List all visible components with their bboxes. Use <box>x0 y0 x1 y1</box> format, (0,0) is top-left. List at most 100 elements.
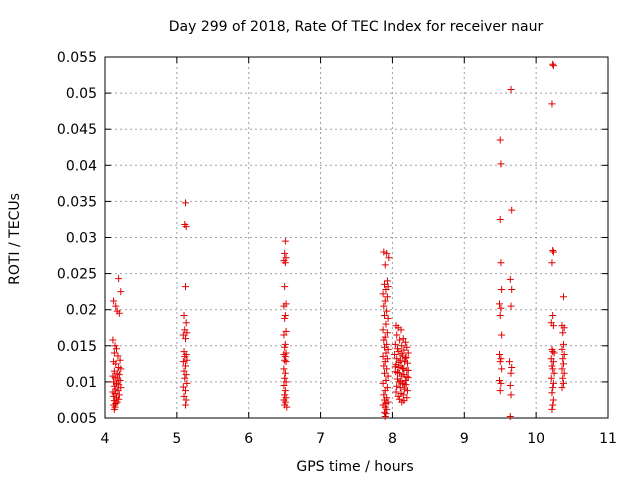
y-tick-label: 0.025 <box>57 267 97 283</box>
data-point <box>497 304 505 312</box>
data-point <box>398 398 406 406</box>
data-point <box>496 215 504 223</box>
data-point <box>110 378 118 386</box>
data-point <box>114 387 122 395</box>
data-point <box>181 362 189 370</box>
data-point <box>381 408 389 416</box>
data-point <box>506 413 514 421</box>
data-point <box>401 385 409 393</box>
data-point <box>380 391 388 399</box>
data-point <box>281 398 289 406</box>
data-point <box>112 360 120 368</box>
data-point <box>110 297 118 305</box>
data-point <box>393 355 401 363</box>
data-point <box>182 223 190 231</box>
y-axis-label: ROTI / TECUs <box>7 193 23 285</box>
data-point <box>110 382 118 390</box>
data-point <box>395 378 403 386</box>
data-point <box>548 389 556 397</box>
data-point <box>404 359 412 367</box>
data-point <box>404 366 412 374</box>
data-point <box>280 365 288 373</box>
data-point <box>281 249 289 257</box>
data-point <box>381 333 389 341</box>
data-point <box>183 379 191 387</box>
data-point <box>508 206 516 214</box>
data-point <box>110 397 118 405</box>
data-point <box>381 297 389 305</box>
data-point <box>559 379 567 387</box>
data-point <box>397 326 405 334</box>
data-point <box>381 311 389 319</box>
y-tick-label: 0.03 <box>66 231 97 247</box>
data-point <box>109 336 117 344</box>
data-point <box>548 259 556 267</box>
data-point <box>380 362 388 370</box>
y-tick-label: 0.055 <box>57 50 97 66</box>
data-point <box>379 290 387 298</box>
data-point <box>379 353 387 361</box>
data-point <box>383 329 391 337</box>
data-point <box>385 254 393 262</box>
data-point <box>549 311 557 319</box>
data-point <box>380 302 388 310</box>
data-point <box>115 371 123 379</box>
data-point <box>550 349 558 357</box>
data-point <box>397 350 405 358</box>
data-point <box>110 349 118 357</box>
data-point <box>559 329 567 337</box>
data-point <box>280 302 288 310</box>
data-point <box>391 340 399 348</box>
data-point <box>507 369 515 377</box>
x-tick-label: 7 <box>316 431 325 447</box>
data-point <box>393 369 401 377</box>
data-point <box>281 283 289 291</box>
data-point <box>179 331 187 339</box>
x-tick-label: 9 <box>460 431 469 447</box>
data-point <box>401 376 409 384</box>
data-point <box>116 356 124 364</box>
data-point <box>547 374 555 382</box>
data-point <box>497 160 505 168</box>
y-tick-label: 0.04 <box>66 158 97 174</box>
data-point <box>395 358 403 366</box>
data-point <box>183 329 191 337</box>
data-point <box>496 358 504 366</box>
data-point <box>549 401 557 409</box>
data-point <box>115 391 123 399</box>
data-point <box>498 285 506 293</box>
data-point <box>117 288 125 296</box>
data-point <box>393 382 401 390</box>
x-axis-label: GPS time / hours <box>296 459 413 475</box>
data-point <box>384 314 392 322</box>
y-tick-labels: 0.005 0.01 0.015 0.02 0.025 0.03 0.035 0.04 0.04… <box>57 50 97 427</box>
y-tick-label: 0.005 <box>57 411 97 427</box>
data-point <box>559 360 567 368</box>
data-point <box>180 392 188 400</box>
data-point <box>560 324 568 332</box>
y-tick-label: 0.035 <box>57 194 97 210</box>
data-point <box>110 392 118 400</box>
data-point <box>181 283 189 291</box>
data-point <box>381 396 389 404</box>
x-tick-label: 8 <box>388 431 397 447</box>
data-point <box>381 358 389 366</box>
data-point <box>281 356 289 364</box>
data-point <box>181 374 189 382</box>
data-point <box>383 293 391 301</box>
x-tick-label: 5 <box>172 431 181 447</box>
data-point <box>497 259 505 267</box>
x-tick-label: 10 <box>527 431 545 447</box>
data-point <box>381 369 389 377</box>
data-point <box>394 392 402 400</box>
data-point <box>404 387 412 395</box>
data-point <box>396 384 404 392</box>
data-point <box>559 293 567 301</box>
data-point <box>558 365 566 373</box>
data-point <box>559 340 567 348</box>
data-point <box>383 307 391 315</box>
data-point <box>549 322 557 330</box>
data-point <box>549 246 557 254</box>
data-point <box>506 382 514 390</box>
